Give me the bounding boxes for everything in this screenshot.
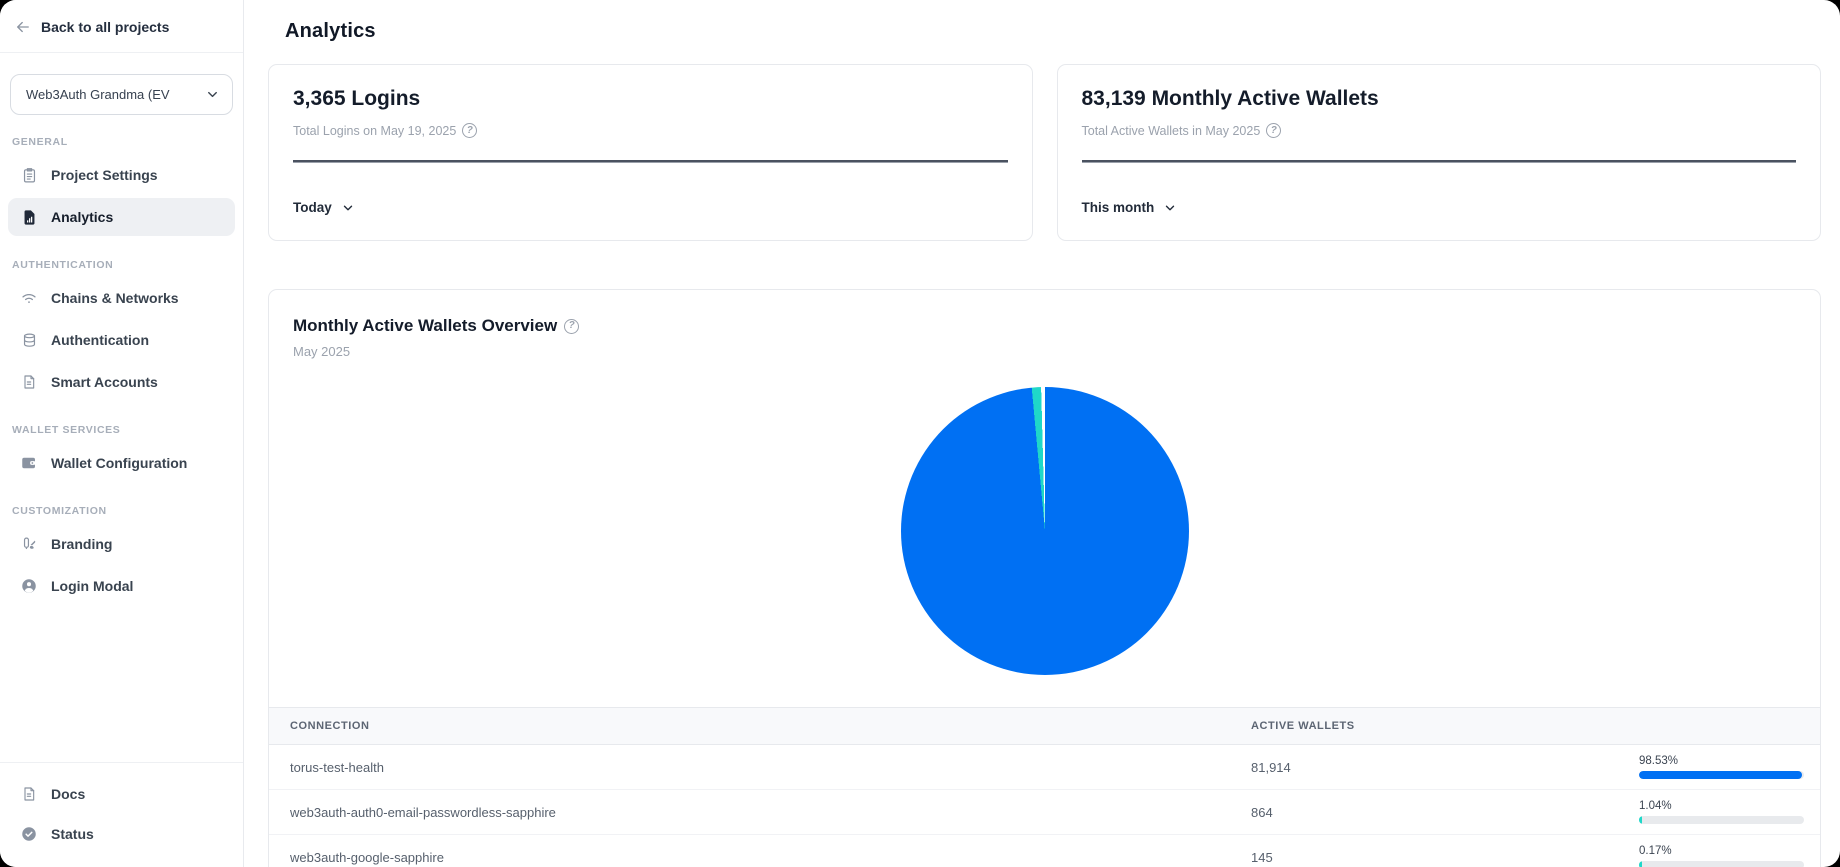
sidebar-item-wallet-configuration[interactable]: Wallet Configuration	[8, 444, 235, 482]
sidebar-item-login-modal[interactable]: Login Modal	[8, 567, 235, 605]
column-header-active-wallets: ACTIVE WALLETS	[1251, 720, 1355, 732]
project-selector-value: Web3Auth Grandma (EV	[26, 87, 170, 102]
table-row[interactable]: web3auth-auth0-email-passwordless-sapphi…	[269, 790, 1820, 835]
connection-name: web3auth-google-sapphire	[290, 849, 444, 865]
column-header-connection: CONNECTION	[290, 720, 370, 732]
sidebar-item-label: Chains & Networks	[51, 290, 179, 306]
active-wallets-range-dropdown[interactable]: This month	[1082, 200, 1178, 215]
sidebar-item-analytics[interactable]: Analytics	[8, 198, 235, 236]
active-wallets-count: 864	[1251, 804, 1273, 820]
analytics-doc-icon	[20, 208, 38, 226]
section-label-wallet-services: WALLET SERVICES	[12, 424, 121, 436]
section-label-authentication: AUTHENTICATION	[12, 259, 114, 271]
chevron-down-icon	[208, 91, 217, 98]
monthly-active-wallets-overview-card: Monthly Active Wallets Overview May 2025…	[268, 289, 1821, 867]
wallet-icon	[20, 454, 38, 472]
sidebar-item-authentication[interactable]: Authentication	[8, 321, 235, 359]
active-wallets-count: 145	[1251, 849, 1273, 865]
sidebar-item-status[interactable]: Status	[8, 815, 235, 853]
chevron-down-icon	[343, 205, 352, 210]
sidebar-item-label: Branding	[51, 536, 113, 552]
back-to-projects-link[interactable]: Back to all projects	[0, 18, 243, 52]
section-label-general: GENERAL	[12, 136, 68, 148]
logins-value: 3,365 Logins	[293, 87, 421, 110]
active-wallets-count: 81,914	[1251, 759, 1291, 775]
file-icon	[20, 785, 38, 803]
overview-period: May 2025	[293, 344, 351, 359]
sidebar-item-label: Status	[51, 826, 94, 842]
sidebar-item-chains-networks[interactable]: Chains & Networks	[8, 279, 235, 317]
chevron-down-icon	[1166, 205, 1175, 210]
percent-bar	[1639, 861, 1804, 867]
user-circle-icon	[20, 577, 38, 595]
sidebar-item-label: Analytics	[51, 209, 114, 225]
active-wallets-stat-card: 83,139 Monthly Active Wallets Total Acti…	[1056, 64, 1821, 241]
sidebar-item-label: Docs	[51, 786, 86, 802]
sidebar-item-label: Wallet Configuration	[51, 455, 188, 471]
wifi-icon	[20, 289, 38, 307]
connection-name: web3auth-auth0-email-passwordless-sapphi…	[290, 804, 556, 820]
logins-stat-card: 3,365 Logins Total Logins on May 19, 202…	[268, 64, 1033, 241]
sidebar-item-branding[interactable]: Branding	[8, 525, 235, 563]
file-icon	[20, 373, 38, 391]
sidebar-item-label: Login Modal	[51, 578, 134, 594]
active-wallets-subtitle: Total Active Wallets in May 2025	[1081, 123, 1261, 138]
sidebar-item-docs[interactable]: Docs	[8, 775, 235, 813]
percent-label: 98.53%	[1639, 755, 1679, 767]
table-row[interactable]: torus-test-health 81,914 98.53%	[269, 745, 1820, 790]
logins-subtitle: Total Logins on May 19, 2025	[293, 123, 457, 138]
sidebar-divider	[0, 52, 243, 53]
database-icon	[20, 331, 38, 349]
connections-table: CONNECTION ACTIVE WALLETS torus-test-hea…	[269, 707, 1820, 867]
range-label: This month	[1081, 200, 1155, 215]
paintbrush-icon	[20, 535, 38, 553]
active-wallets-value: 83,139 Monthly Active Wallets	[1081, 87, 1379, 110]
percent-label: 1.04%	[1639, 800, 1672, 812]
percent-bar	[1639, 771, 1804, 779]
connection-name: torus-test-health	[290, 759, 384, 775]
percent-cell: 1.04%	[1639, 800, 1820, 824]
sidebar-footer: Docs Status	[0, 762, 243, 867]
card-divider	[293, 160, 1008, 163]
section-label-customization: CUSTOMIZATION	[12, 505, 107, 517]
clipboard-icon	[20, 166, 38, 184]
percent-bar	[1639, 816, 1804, 824]
stat-card-row: 3,365 Logins Total Logins on May 19, 202…	[268, 64, 1821, 241]
project-selector[interactable]: Web3Auth Grandma (EV	[10, 74, 233, 115]
overview-title: Monthly Active Wallets Overview	[293, 316, 558, 335]
check-circle-icon	[20, 825, 38, 843]
table-row[interactable]: web3auth-google-sapphire 145 0.17%	[269, 835, 1820, 867]
card-divider	[1081, 160, 1796, 163]
help-icon[interactable]	[564, 318, 580, 334]
sidebar-item-label: Authentication	[51, 332, 149, 348]
help-icon[interactable]	[462, 123, 478, 138]
logins-range-dropdown[interactable]: Today	[293, 200, 355, 215]
active-wallets-pie-chart[interactable]	[900, 387, 1189, 675]
range-label: Today	[293, 200, 332, 215]
sidebar: Back to all projects Web3Auth Grandma (E…	[0, 0, 244, 867]
sidebar-item-label: Smart Accounts	[51, 374, 158, 390]
page-title: Analytics	[285, 20, 376, 42]
arrow-left-icon	[17, 21, 29, 33]
table-header: CONNECTION ACTIVE WALLETS	[269, 707, 1820, 745]
percent-label: 0.17%	[1639, 845, 1672, 857]
sidebar-item-project-settings[interactable]: Project Settings	[8, 156, 235, 194]
sidebar-item-label: Project Settings	[51, 167, 158, 183]
main-content: Analytics 3,365 Logins Total Logins on M…	[244, 0, 1840, 867]
percent-cell: 98.53%	[1639, 755, 1820, 779]
percent-cell: 0.17%	[1639, 845, 1820, 867]
sidebar-item-smart-accounts[interactable]: Smart Accounts	[8, 363, 235, 401]
help-icon[interactable]	[1266, 123, 1282, 138]
back-label: Back to all projects	[41, 19, 170, 35]
